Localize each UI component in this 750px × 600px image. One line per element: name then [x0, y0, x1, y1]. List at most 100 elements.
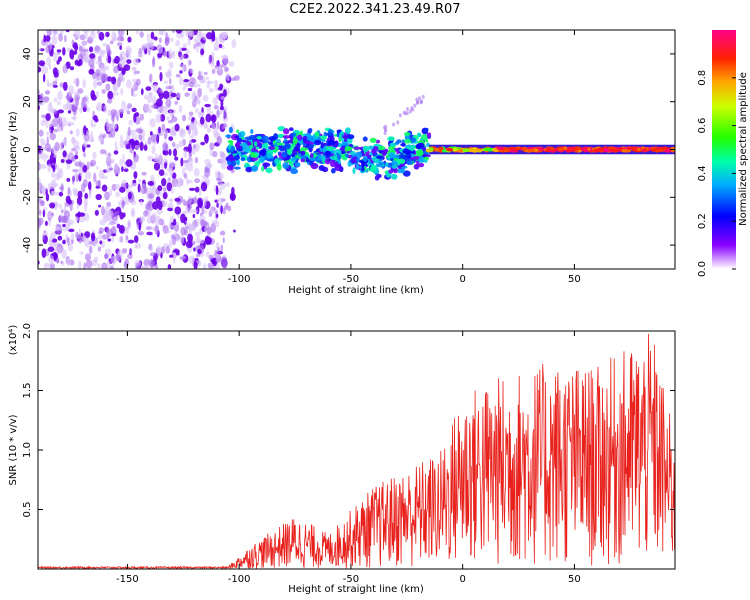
spectrogram-noise-mark [132, 179, 137, 184]
spectrogram-noise-mark [221, 125, 225, 130]
spectrogram-band-mark [397, 168, 402, 174]
spectrogram-noise-mark [69, 66, 75, 71]
spectrogram-band-mark [325, 132, 333, 137]
spectrogram-noise-mark [218, 44, 223, 49]
spectrogram-noise-mark [225, 73, 230, 81]
spectrogram-noise-mark [92, 239, 98, 247]
colorbar-tick-label: 0.6 [697, 118, 708, 134]
spectrogram-noise-mark [95, 166, 99, 170]
spectrogram-band-mark [287, 149, 293, 156]
spectrogram-noise-mark [74, 44, 79, 52]
snr-y-multiplier: (x10⁴) [8, 325, 19, 356]
spectrogram-noise-mark [212, 96, 219, 106]
spectrogram-noise-mark [112, 83, 119, 92]
spectrogram-noise-mark [200, 181, 208, 192]
spectrogram-noise-mark [221, 154, 228, 162]
spectrogram-noise-mark [178, 140, 185, 148]
spectrogram-noise-mark [170, 37, 174, 43]
spectrogram-noise-mark [107, 90, 114, 100]
spectrogram-noise-mark [175, 251, 180, 256]
spectrogram-noise-mark [213, 41, 221, 51]
snr-x-tick-label: -100 [228, 574, 251, 585]
spectrogram-noise-mark [209, 208, 215, 214]
spectrogram-band-mark [276, 163, 282, 171]
spectrogram-noise-mark [129, 248, 133, 254]
spectrogram-noise-mark [172, 141, 176, 148]
spectrogram-band-mark [404, 153, 412, 159]
spectrogram-noise-mark [139, 113, 144, 121]
spectrogram-band-mark [291, 132, 297, 137]
spectrogram-noise-mark [199, 42, 205, 51]
spectrogram-noise-mark [191, 208, 198, 214]
spectrogram-band-mark [396, 148, 400, 155]
spectrogram-noise-mark [38, 60, 46, 67]
spectrogram-band-mark [420, 133, 429, 141]
spectrogram-noise-mark [210, 222, 217, 233]
spectrogram-panel: -150 -100 -50 0 50 -40 -20 0 20 40 Height of str… [8, 29, 676, 296]
spectrogram-noise-mark [126, 110, 131, 115]
spectrogram-noise-mark [219, 105, 225, 111]
spectrogram-noise-mark [103, 105, 108, 113]
spectrogram-band-mark [336, 154, 342, 160]
spectrogram-noise-mark [81, 96, 88, 102]
spectrogram-band-mark [233, 166, 241, 170]
spectrogram-noise-mark [39, 164, 47, 169]
spectrogram-noise-mark [219, 150, 224, 156]
spectrogram-line-mark [607, 146, 616, 150]
spectrogram-noise-mark [150, 42, 155, 50]
spectrogram-noise-mark [38, 202, 41, 211]
spectrogram-noise-mark [92, 151, 97, 160]
spectrogram-band-mark [344, 138, 348, 142]
spectrogram-noise-mark [168, 136, 174, 141]
spectrogram-noise-mark [166, 182, 173, 192]
spectrogram-band-mark [233, 154, 241, 161]
spectrogram-noise-mark [207, 105, 211, 115]
spectrogram-noise-mark [98, 48, 104, 55]
spectrogram-noise-mark [180, 226, 187, 236]
spectrogram-noise-mark [122, 153, 125, 164]
spectrogram-band-mark [289, 143, 296, 148]
spectrogram-x-tick-label: -50 [343, 274, 359, 285]
spectrogram-noise-mark [52, 157, 57, 165]
spectrogram-noise-mark [39, 93, 44, 101]
snr-panel: -150 -100 -50 0 50 0.5 1.0 1.5 2.0 Height of st… [8, 323, 676, 595]
spectrogram-noise-mark [126, 79, 132, 89]
spectrogram-noise-mark [60, 215, 67, 223]
spectrogram-noise-mark [178, 77, 184, 86]
spectrogram-noise-mark [168, 149, 172, 156]
spectrogram-line-mark [472, 149, 477, 153]
spectrogram-noise-mark [58, 191, 64, 197]
spectrogram-band-mark [391, 160, 398, 166]
spectrogram-noise-mark [72, 169, 79, 173]
spectrogram-noise-mark [113, 65, 119, 74]
spectrogram-line-mark [569, 148, 576, 152]
spectrogram-noise-mark [62, 138, 67, 146]
spectrogram-noise-mark [160, 246, 166, 254]
spectrogram-band-mark [268, 141, 273, 145]
spectrogram-band-mark [338, 150, 342, 155]
spectrogram-band-mark [310, 162, 319, 170]
spectrogram-noise-mark [41, 248, 47, 259]
spectrogram-band-mark [261, 135, 269, 141]
spectrogram-band-mark [313, 139, 322, 146]
spectrogram-noise-mark [52, 67, 58, 76]
spectrogram-streak-mark [405, 106, 409, 111]
spectrogram-noise-mark [215, 185, 219, 196]
spectrogram-noise-mark [147, 155, 154, 161]
spectrogram-noise-mark [65, 30, 70, 33]
spectrogram-noise-mark [216, 121, 220, 130]
spectrogram-noise-mark [133, 58, 139, 66]
spectrogram-noise-mark [71, 156, 76, 162]
spectrogram-streak-mark [402, 110, 406, 115]
spectrogram-noise-mark [105, 211, 113, 222]
spectrogram-noise-mark [78, 260, 82, 269]
spectrogram-noise-mark [81, 235, 87, 241]
spectrogram-noise-mark [146, 263, 150, 269]
spectrogram-noise-mark [105, 118, 109, 128]
spectrogram-noise-mark [42, 73, 46, 83]
spectrogram-noise-mark [102, 133, 107, 139]
spectrogram-line-mark [612, 149, 619, 153]
spectrogram-band-mark [229, 153, 234, 161]
spectrogram-noise-mark [123, 64, 131, 72]
spectrogram-noise-mark [72, 107, 77, 116]
